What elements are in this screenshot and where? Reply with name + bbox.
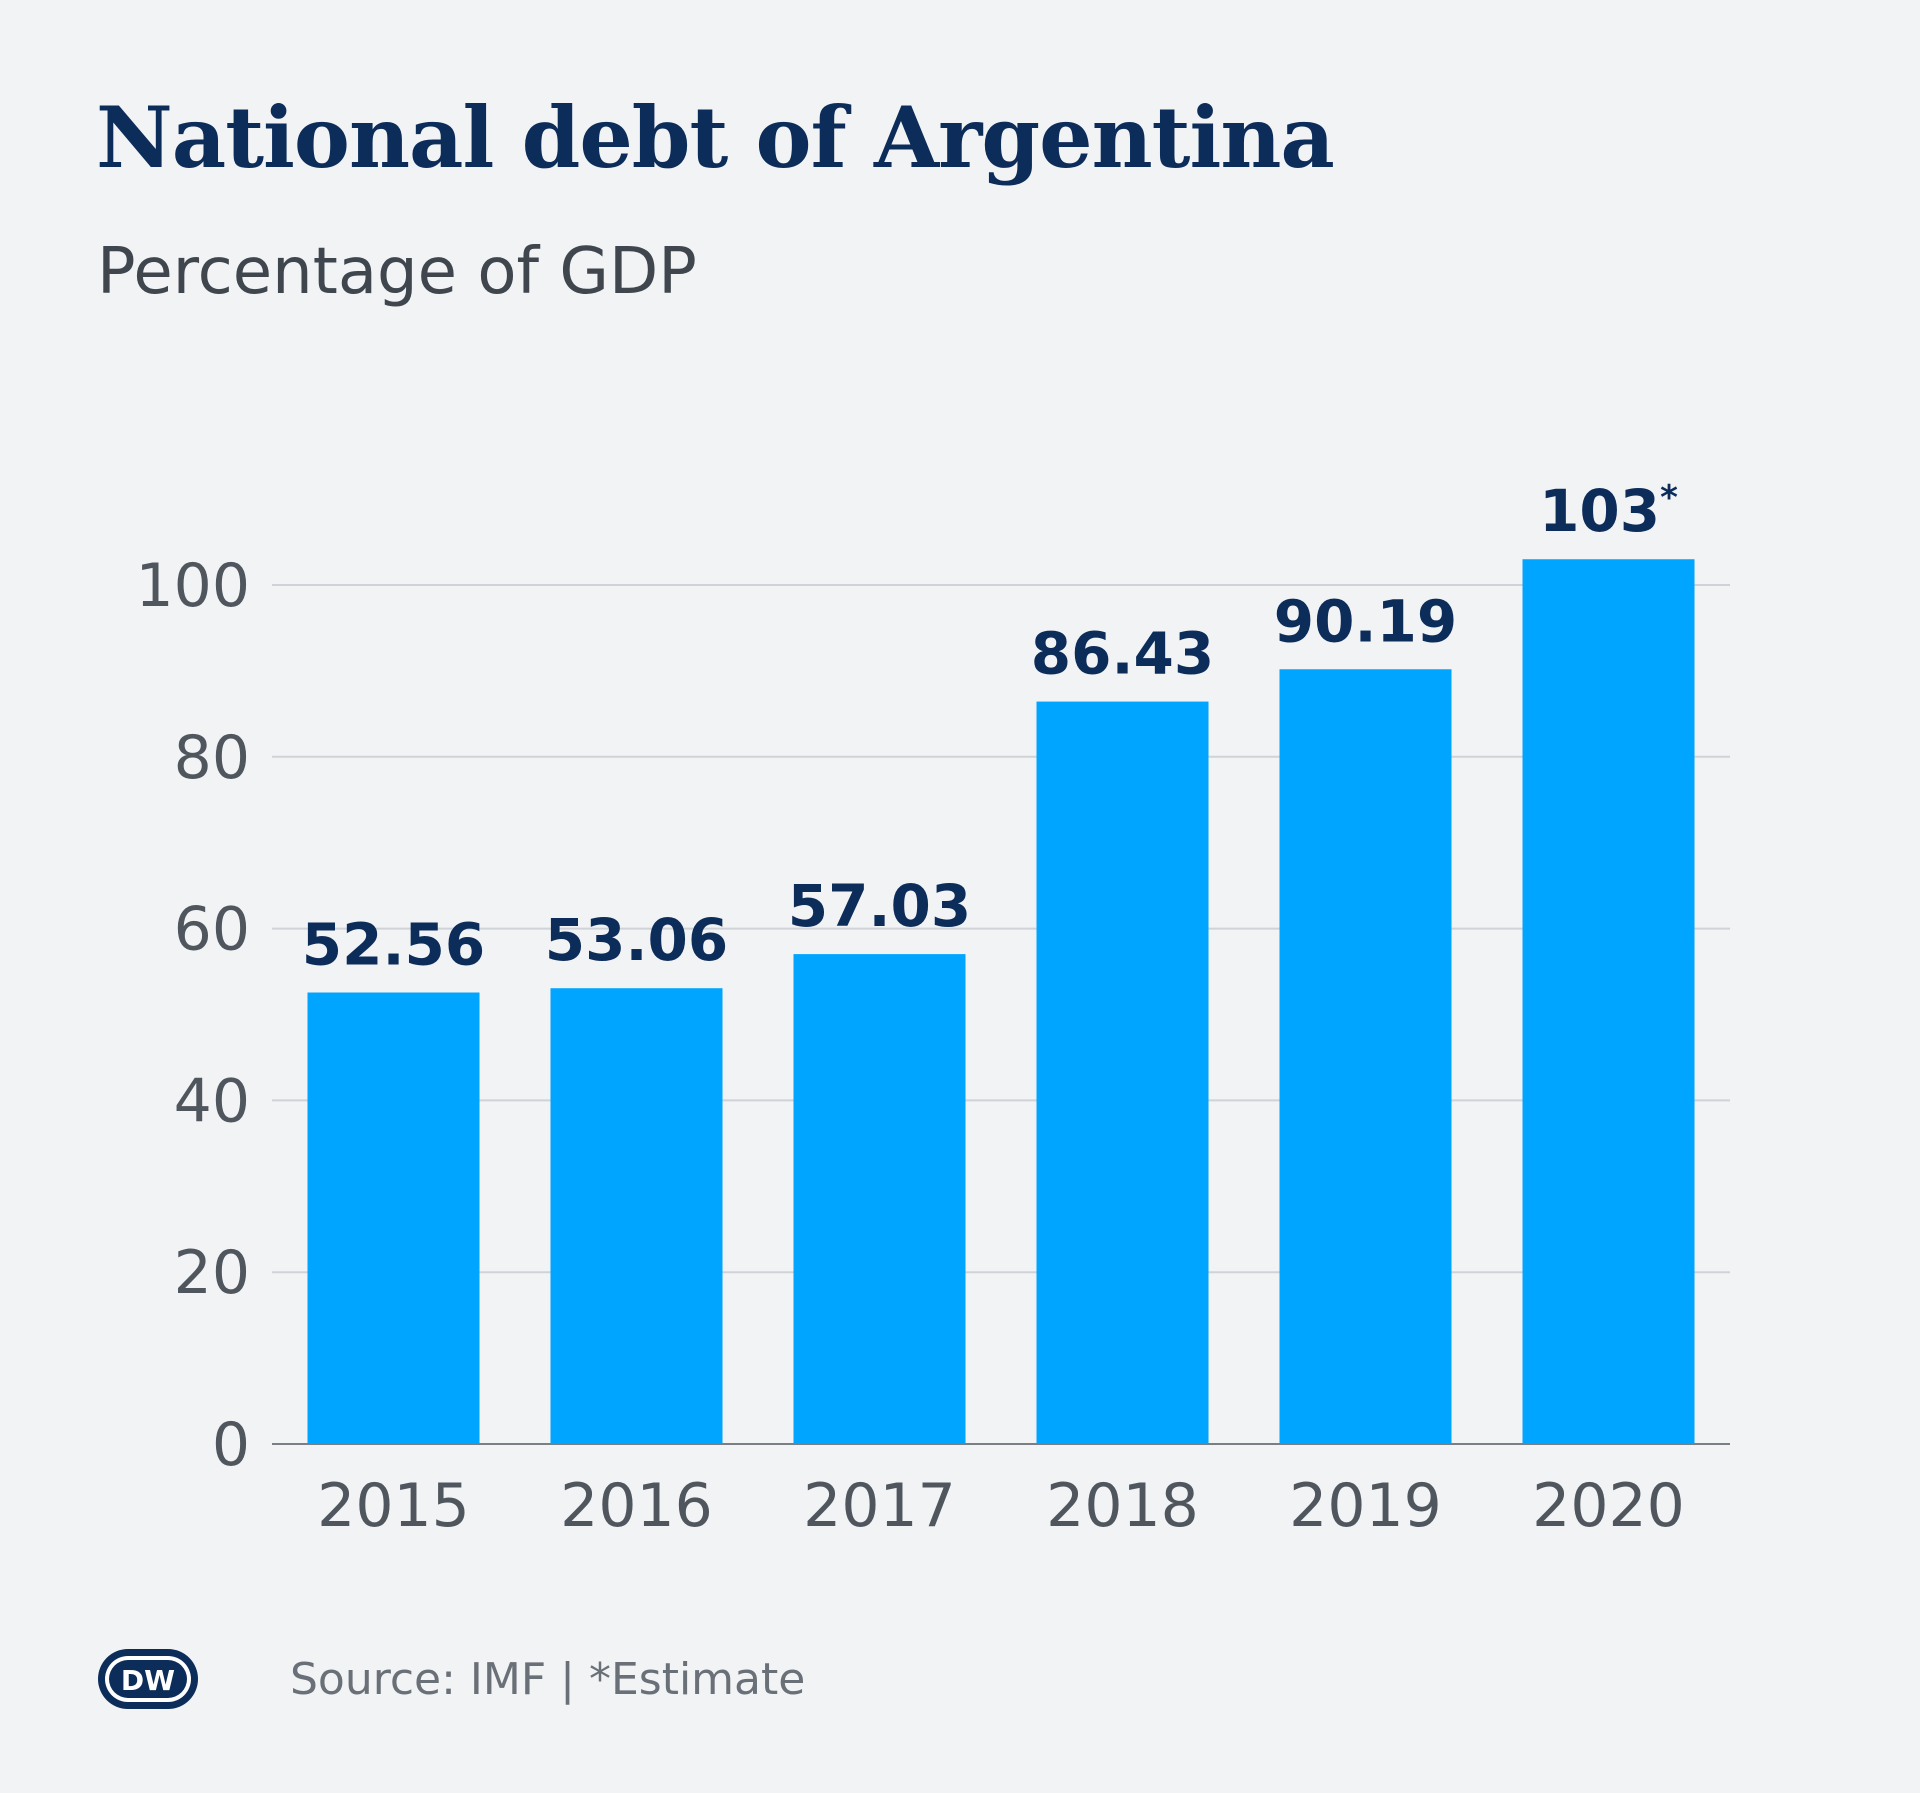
bars — [307, 559, 1695, 1444]
chart-subtitle: Percentage of GDP — [97, 235, 697, 309]
y-tick-label-40: 40 — [174, 1066, 250, 1136]
bar-2018 — [1036, 701, 1209, 1444]
x-tick-label-2016: 2016 — [560, 1471, 713, 1541]
dw-logo-icon: DW — [98, 1649, 198, 1709]
dw-logo-text: DW — [121, 1664, 175, 1697]
bar-2019 — [1279, 669, 1452, 1444]
value-label-2020: 103* — [1539, 477, 1678, 545]
bar-2020 — [1522, 559, 1695, 1444]
x-tick-label-2020: 2020 — [1532, 1471, 1685, 1541]
value-label-2018: 86.43 — [1031, 620, 1214, 688]
footer: DW Source: IMF | *Estimate — [96, 1642, 805, 1716]
value-label-2019: 90.19 — [1274, 587, 1457, 655]
labels: 0 20 40 60 80 100 52.56 2015 53.06 2016 57.03 2017 8… — [135, 477, 1684, 1541]
chart-title: National debt of Argentina — [96, 88, 1335, 187]
value-label-2017: 57.03 — [788, 872, 971, 940]
bar-2015 — [307, 992, 480, 1444]
value-label-2015: 52.56 — [302, 911, 485, 979]
x-tick-label-2015: 2015 — [317, 1471, 470, 1541]
value-note-2020: * — [1660, 478, 1678, 518]
gridlines — [272, 584, 1730, 1274]
bar-2017 — [793, 954, 966, 1444]
y-tick-label-60: 60 — [174, 895, 250, 965]
y-tick-label-20: 20 — [174, 1238, 250, 1308]
y-tick-label-0: 0 — [212, 1410, 250, 1480]
x-tick-label-2017: 2017 — [803, 1471, 956, 1541]
x-tick-label-2019: 2019 — [1289, 1471, 1442, 1541]
value-label-2016: 53.06 — [545, 906, 728, 974]
bar-2016 — [550, 988, 723, 1444]
y-tick-label-80: 80 — [174, 723, 250, 793]
x-tick-label-2018: 2018 — [1046, 1471, 1199, 1541]
y-tick-label-100: 100 — [135, 551, 250, 621]
bar-chart: 0 20 40 60 80 100 52.56 2015 53.06 2016 57.03 2017 8… — [135, 477, 1730, 1541]
source-note: Source: IMF | *Estimate — [290, 1653, 806, 1705]
